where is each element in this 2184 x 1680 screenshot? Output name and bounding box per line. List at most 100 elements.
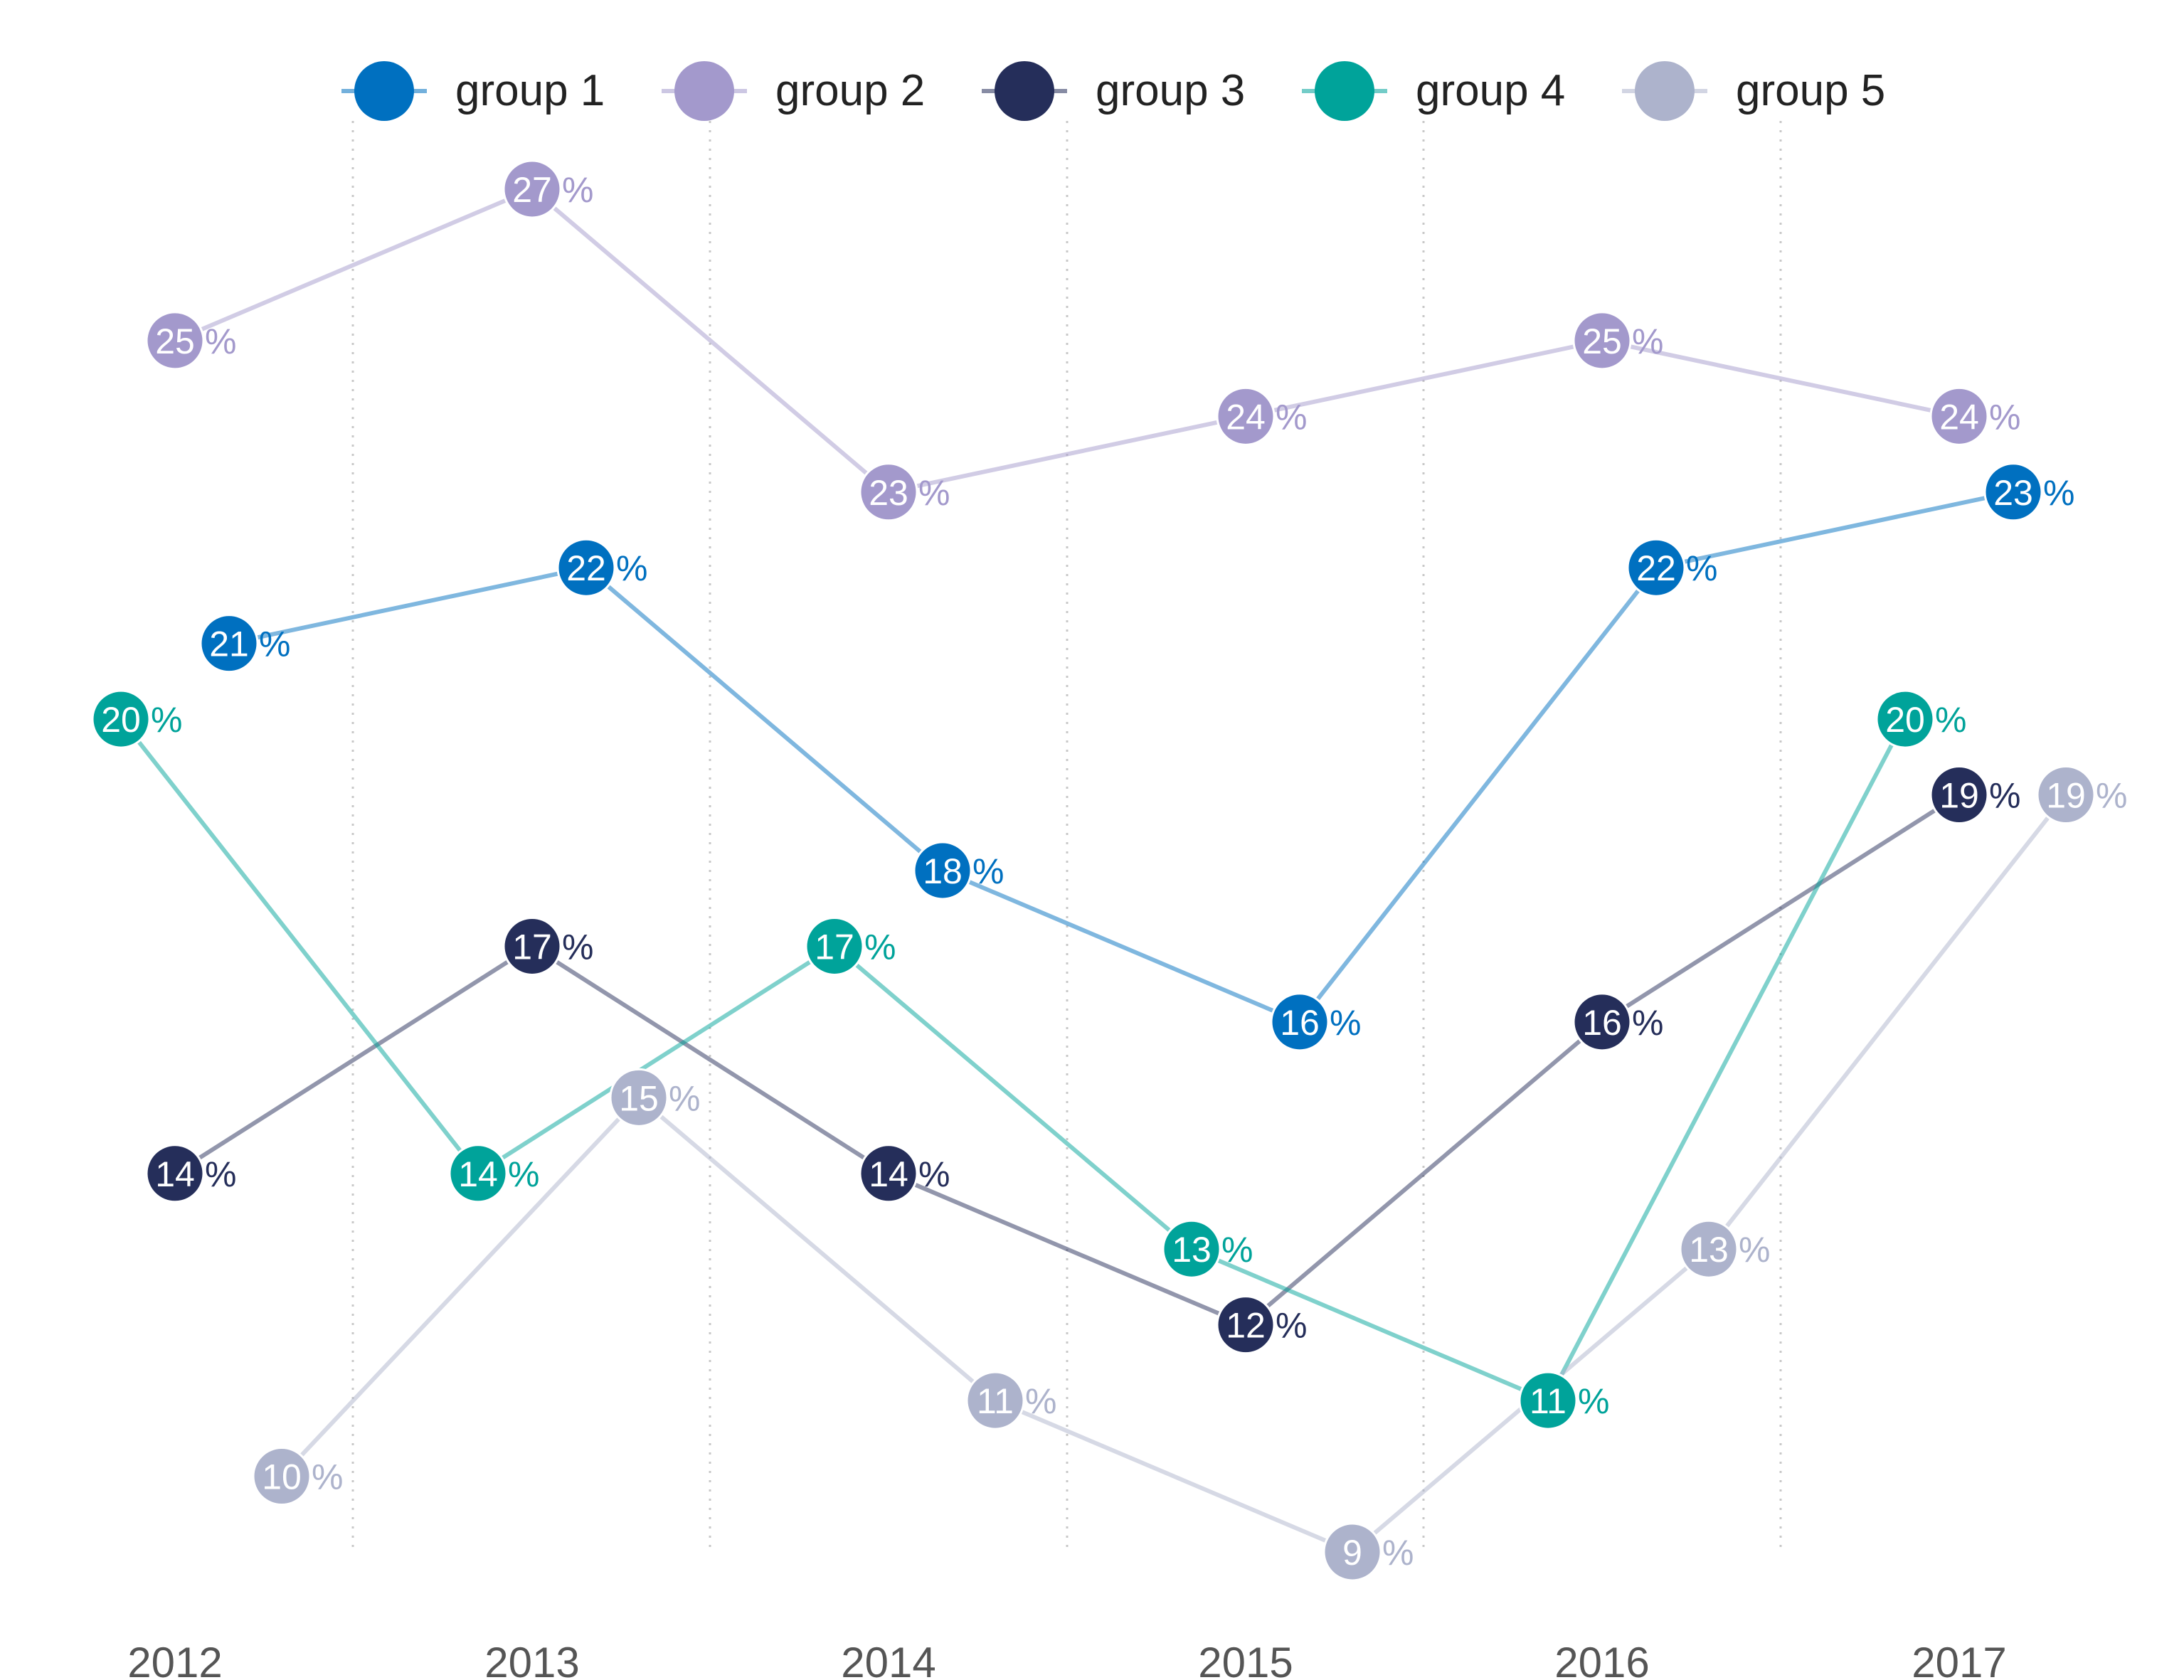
data-point: 24% (1216, 386, 1307, 446)
series-line (174, 793, 1961, 1327)
data-label-unit: % (918, 473, 950, 513)
legend-marker (354, 61, 414, 121)
data-label-unit: % (1578, 1381, 1609, 1421)
data-point: 9% (1322, 1522, 1414, 1582)
data-marker (1875, 689, 1935, 749)
legend-label: group 5 (1736, 66, 1885, 115)
legend: group 1 group 2 group 3 group 4 group 5 (341, 61, 1885, 121)
data-point: 16% (1572, 992, 1663, 1052)
data-point: 20% (91, 689, 182, 749)
data-label-unit: % (1330, 1003, 1361, 1043)
data-label-value: 22 (566, 548, 606, 588)
data-marker (448, 1144, 508, 1203)
data-label-unit: % (1382, 1533, 1414, 1573)
data-label-value: 27 (512, 170, 552, 210)
legend-label: group 4 (1416, 66, 1565, 115)
data-point: 25% (145, 311, 236, 371)
data-marker (859, 462, 918, 522)
series-lines (119, 187, 2068, 1554)
data-label-unit: % (508, 1154, 539, 1194)
series-line (119, 718, 1907, 1403)
data-point: 27% (502, 159, 593, 219)
data-label-unit: % (1276, 397, 1307, 437)
data-marker (1518, 1371, 1578, 1430)
data-point: 22% (556, 538, 647, 597)
x-tick-label: 2014 (841, 1639, 935, 1680)
data-label-value: 11 (1530, 1381, 1567, 1421)
data-marker (1162, 1219, 1221, 1279)
data-label-value: 19 (1939, 776, 1979, 816)
data-point: 16% (1270, 992, 1361, 1052)
data-marker (1626, 538, 1686, 597)
data-point: 11% (1518, 1371, 1609, 1430)
data-label-value: 16 (1582, 1003, 1622, 1043)
data-marker (1270, 992, 1330, 1052)
data-marker (1216, 1295, 1276, 1355)
data-label-unit: % (205, 321, 236, 361)
data-marker (145, 1144, 205, 1203)
data-marker (1572, 992, 1632, 1052)
data-marker (252, 1447, 312, 1506)
x-axis: 2012 2013 2014 2015 2016 2017 (127, 1639, 2006, 1680)
data-marker (913, 841, 972, 900)
data-label-value: 14 (458, 1154, 498, 1194)
data-label-unit: % (616, 548, 647, 588)
data-label-value: 19 (2046, 776, 2086, 816)
data-point: 13% (1679, 1219, 1770, 1279)
data-marker (805, 916, 864, 976)
data-point: 15% (609, 1068, 700, 1127)
data-point: 14% (448, 1144, 539, 1203)
data-marker (91, 689, 151, 749)
data-point: 10% (252, 1447, 343, 1506)
series-line (280, 793, 2068, 1554)
legend-item: group 3 (982, 61, 1245, 121)
data-point: 19% (1929, 765, 2020, 825)
legend-item: group 5 (1622, 61, 1885, 121)
x-tick-label: 2013 (484, 1639, 579, 1680)
data-point: 14% (859, 1144, 950, 1203)
data-marker (1572, 311, 1632, 371)
data-label-unit: % (1739, 1230, 1770, 1270)
data-label-unit: % (562, 927, 593, 967)
data-point: 25% (1572, 311, 1663, 371)
x-tick-label: 2016 (1554, 1639, 1649, 1680)
x-tick-label: 2015 (1198, 1639, 1293, 1680)
data-marker (609, 1068, 669, 1127)
legend-label: group 2 (775, 66, 925, 115)
data-point: 20% (1875, 689, 1966, 749)
data-label-unit: % (1989, 397, 2020, 437)
legend-label: group 1 (455, 66, 605, 115)
legend-marker (1315, 61, 1374, 121)
legend-marker (995, 61, 1054, 121)
data-label-value: 20 (101, 700, 141, 740)
data-label-unit: % (151, 700, 182, 740)
data-marker (1983, 462, 2043, 522)
data-label-unit: % (1632, 321, 1663, 361)
data-label-value: 24 (1226, 397, 1266, 437)
data-marker (2036, 765, 2096, 825)
data-label-unit: % (1989, 776, 2020, 816)
data-label-value: 23 (869, 473, 908, 513)
x-tick-label: 2012 (127, 1639, 222, 1680)
data-label-value: 25 (1582, 321, 1622, 361)
data-marker (502, 916, 562, 976)
data-label-unit: % (1025, 1381, 1056, 1421)
data-point: 23% (1983, 462, 2074, 522)
data-label-unit: % (312, 1457, 343, 1497)
data-label-value: 17 (815, 927, 854, 967)
data-point: 17% (502, 916, 593, 976)
data-label-unit: % (918, 1154, 950, 1194)
data-point: 17% (805, 916, 896, 976)
data-point: 13% (1162, 1219, 1253, 1279)
data-label-value: 14 (869, 1154, 908, 1194)
data-point: 18% (913, 841, 1004, 900)
legend-marker (1635, 61, 1695, 121)
data-label-value: 17 (512, 927, 552, 967)
data-points: 21 %22 %18 %16 %22 %23 %25 %27 %23 %24 %25 %24 %14 %1… (91, 159, 2127, 1582)
data-label-value: 22 (1636, 548, 1676, 588)
legend-item: group 1 (341, 61, 605, 121)
legend-item: group 4 (1302, 61, 1565, 121)
data-label-value: 16 (1280, 1003, 1320, 1043)
data-marker (1679, 1219, 1739, 1279)
